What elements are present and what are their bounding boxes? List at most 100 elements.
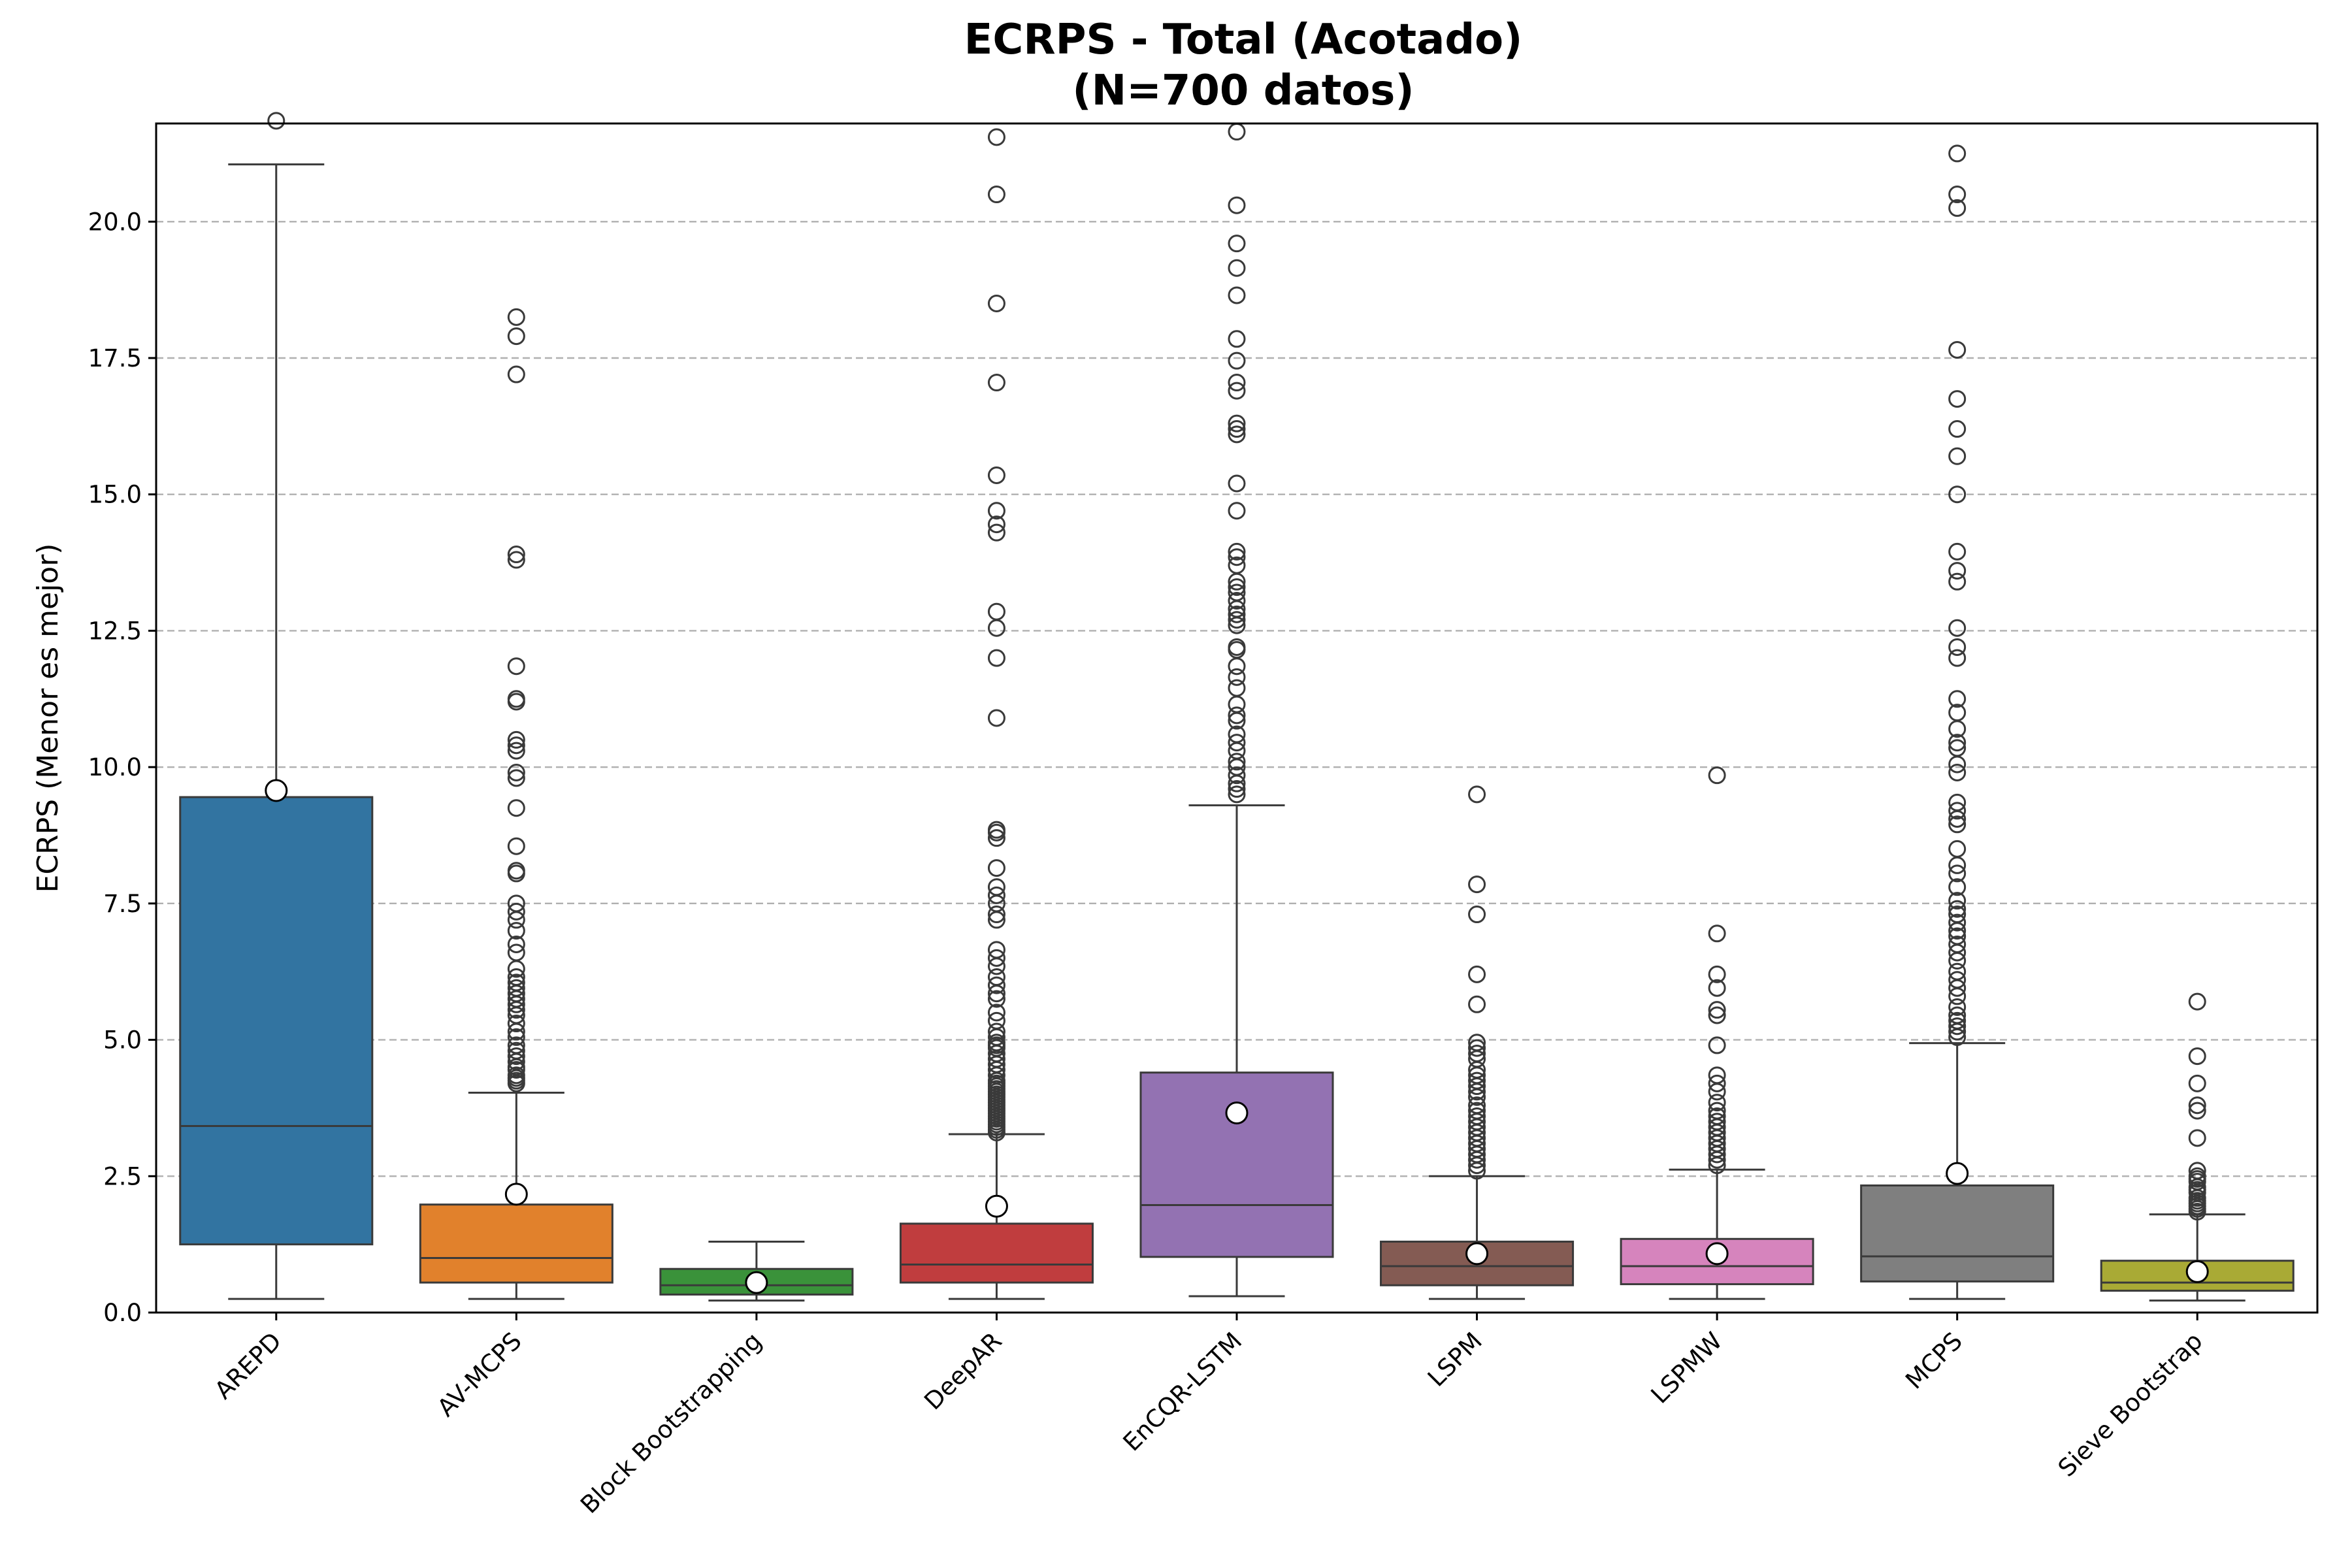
outlier-point — [987, 128, 1005, 146]
outlier-point — [1468, 875, 1486, 894]
outlier-point — [507, 730, 525, 749]
outlier-point — [987, 886, 1005, 904]
mean-marker — [1946, 1162, 1969, 1185]
x-axis: AREPD AV-MCPS Block Bootstrapping DeepAR EnC… — [209, 1313, 2208, 1519]
outlier-point — [1948, 144, 1967, 163]
outlier-point — [987, 649, 1005, 667]
outlier-point — [507, 1047, 525, 1066]
outlier-point — [1948, 840, 1967, 858]
outlier-point — [987, 619, 1005, 637]
outlier-point — [1708, 1074, 1726, 1092]
x-tick-label: EnCQR-LSTM — [1118, 1327, 1248, 1457]
y-tick-label: 15.0 — [88, 481, 142, 509]
x-tick-label: AV-MCPS — [432, 1327, 527, 1422]
outlier-point — [1228, 734, 1246, 752]
outlier-point — [1948, 935, 1967, 953]
outlier-point — [1948, 815, 1967, 834]
outlier-point — [1948, 878, 1967, 896]
outlier-point — [507, 922, 525, 940]
mean-marker — [1465, 1242, 1489, 1266]
outlier-point — [1948, 734, 1967, 752]
mean-marker — [504, 1183, 528, 1206]
outlier-point — [987, 523, 1005, 542]
outlier-point — [987, 709, 1005, 727]
outlier-point — [1948, 927, 1967, 945]
outlier-point — [1948, 619, 1967, 637]
outlier-point — [987, 976, 1005, 994]
box-iqr — [899, 1222, 1094, 1284]
outlier-point — [1228, 766, 1246, 785]
outlier-point — [987, 515, 1005, 534]
outlier-point — [987, 186, 1005, 204]
outlier-point — [1948, 1006, 1967, 1024]
outlier-point — [1228, 706, 1246, 725]
outlier-point — [1468, 906, 1486, 924]
box-series — [179, 112, 2295, 1302]
outlier-point — [2188, 1162, 2206, 1180]
outlier-point — [1468, 995, 1486, 1013]
y-tick-label: 10.0 — [88, 753, 142, 781]
outlier-point — [987, 374, 1005, 392]
outlier-point — [987, 906, 1005, 924]
outlier-point — [2188, 1047, 2206, 1066]
outlier-point — [1708, 1107, 1726, 1125]
outlier-point — [1708, 1102, 1726, 1120]
chart-title-line1: ECRPS - Total (Acotado) — [964, 16, 1523, 64]
outlier-point — [1948, 562, 1967, 580]
outlier-point — [1228, 556, 1246, 574]
outlier-point — [987, 1022, 1005, 1041]
outlier-point — [1228, 502, 1246, 520]
outlier-point — [2188, 1102, 2206, 1120]
outlier-point — [1468, 1044, 1486, 1062]
outlier-point — [1948, 1011, 1967, 1030]
outlier-point — [1228, 679, 1246, 697]
outlier-point — [1948, 906, 1967, 924]
outlier-point — [1468, 1102, 1486, 1120]
mean-marker — [985, 1194, 1008, 1218]
outlier-point — [1468, 1071, 1486, 1090]
outlier-point — [1228, 578, 1246, 596]
outlier-point — [987, 859, 1005, 877]
y-tick-label: 2.5 — [103, 1162, 142, 1190]
box-iqr — [1860, 1184, 2055, 1282]
outlier-point — [1228, 605, 1246, 623]
outlier-point — [987, 829, 1005, 847]
mean-marker — [265, 779, 288, 802]
outlier-point — [1228, 592, 1246, 610]
y-tick-label: 7.5 — [103, 890, 142, 918]
outlier-point — [987, 502, 1005, 520]
outlier-point — [1228, 235, 1246, 253]
outlier-point — [987, 949, 1005, 967]
outlier-point — [1468, 785, 1486, 804]
outlier-point — [2188, 1096, 2206, 1115]
outlier-point — [1228, 196, 1246, 214]
outlier-point — [1948, 485, 1967, 504]
outlier-point — [1228, 420, 1246, 438]
outlier-point — [507, 657, 525, 676]
outlier-point — [1948, 998, 1967, 1016]
x-tick-label: DeepAR — [919, 1327, 1007, 1415]
x-tick-label: Block Bootstrapping — [575, 1327, 767, 1519]
outlier-point — [1228, 474, 1246, 493]
outlier-point — [507, 742, 525, 760]
outlier-point — [507, 1066, 525, 1085]
outlier-point — [1948, 340, 1967, 359]
x-tick-label: LSPM — [1422, 1327, 1488, 1392]
outlier-point — [1948, 186, 1967, 204]
outlier-point — [1948, 971, 1967, 989]
outlier-point — [1228, 374, 1246, 392]
box-group — [2100, 992, 2295, 1302]
outlier-point — [987, 602, 1005, 621]
outlier-point — [507, 902, 525, 921]
outlier-point — [507, 736, 525, 755]
outlier-point — [1708, 1001, 1726, 1019]
outlier-point — [1948, 649, 1967, 667]
outlier-point — [507, 894, 525, 913]
outlier-point — [1228, 725, 1246, 743]
outlier-point — [987, 1004, 1005, 1022]
outlier-point — [507, 837, 525, 855]
box-iqr — [179, 796, 374, 1246]
box-iqr — [1139, 1071, 1334, 1258]
